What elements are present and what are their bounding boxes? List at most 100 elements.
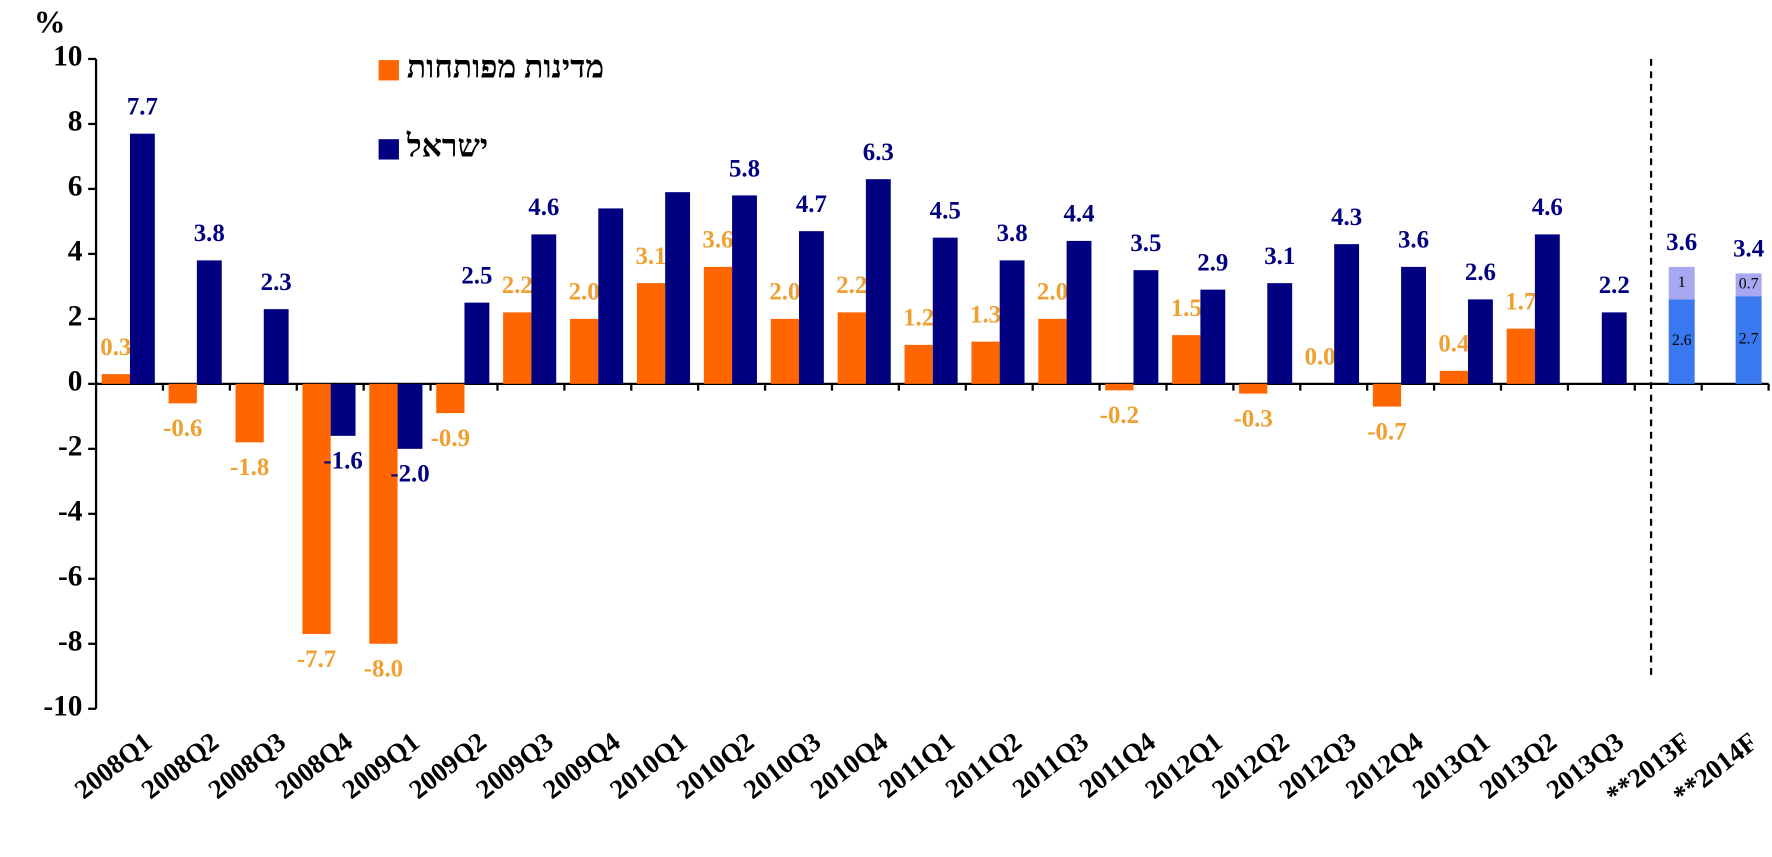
bar [665, 192, 691, 384]
data-label: 1.3 [970, 301, 1001, 328]
data-label: 2.2 [1599, 272, 1630, 299]
bar [235, 383, 264, 443]
bar [1200, 289, 1226, 384]
data-label: 3.6 [702, 227, 733, 254]
bar [1439, 370, 1469, 384]
data-label: 1.2 [903, 305, 934, 332]
bar [1133, 270, 1159, 384]
segment-label: 2.7 [1739, 331, 1759, 348]
y-tick-label: 0 [68, 366, 83, 398]
data-label: 4.4 [1063, 201, 1094, 228]
data-label: 2.3 [261, 269, 292, 296]
bar [397, 383, 423, 449]
data-label: -1.8 [230, 454, 269, 481]
bar [531, 234, 557, 384]
bar [302, 383, 331, 635]
total-label: 3.4 [1733, 235, 1764, 262]
legend-swatch [378, 139, 399, 160]
bar-segment [1735, 273, 1762, 297]
bar [1239, 383, 1268, 394]
y-tick-label: 6 [68, 171, 83, 203]
data-label: 2.0 [569, 279, 600, 306]
bar [1267, 283, 1293, 384]
y-tick-label: 10 [53, 41, 82, 73]
data-label: 1.5 [1171, 295, 1202, 322]
data-label: 4.6 [528, 194, 559, 221]
data-label: 7.7 [127, 94, 158, 121]
bar [503, 312, 532, 384]
data-label: -1.6 [323, 448, 362, 475]
legend-label: ישראל [406, 129, 488, 164]
bar [168, 383, 197, 404]
data-label: 0.3 [100, 334, 131, 361]
y-tick-label: 4 [68, 236, 83, 268]
data-label: 3.1 [636, 243, 667, 270]
data-label: -0.2 [1100, 402, 1139, 429]
bar [904, 344, 933, 384]
data-label: -8.0 [364, 656, 403, 683]
y-tick-label: -10 [43, 691, 82, 723]
bar [1334, 244, 1360, 384]
data-label: 4.6 [1532, 194, 1563, 221]
bar [129, 133, 155, 384]
bar [770, 318, 799, 384]
bar [1105, 383, 1134, 391]
bar [1468, 299, 1493, 384]
bar-segment [1668, 266, 1695, 300]
data-label: -0.7 [1367, 418, 1406, 445]
bar [464, 302, 490, 384]
total-label: 3.6 [1666, 229, 1697, 256]
legend-swatch [378, 60, 399, 81]
y-tick-label: 2 [68, 301, 83, 333]
bar [837, 312, 866, 384]
data-label: -0.6 [163, 415, 202, 442]
data-label: 4.3 [1331, 204, 1362, 231]
data-label: 3.1 [1264, 243, 1295, 270]
y-axis-label: % [34, 4, 66, 39]
bar [703, 266, 733, 384]
data-label: 2.2 [502, 272, 533, 299]
bar [101, 374, 130, 384]
data-label: 5.8 [729, 155, 760, 182]
segment-label: 1 [1678, 274, 1686, 291]
data-label: 2.0 [769, 279, 800, 306]
data-label: 2.6 [1465, 259, 1496, 286]
data-label: 2.0 [1037, 279, 1068, 306]
data-label: 2.5 [461, 262, 492, 289]
bar [932, 237, 958, 384]
bar [369, 383, 398, 644]
bar [263, 309, 289, 384]
y-tick-label: -2 [58, 431, 82, 463]
bar [1735, 296, 1762, 384]
data-label: 0.0 [1305, 344, 1336, 371]
bar [1172, 335, 1201, 384]
bar [798, 231, 824, 384]
data-label: -7.7 [297, 646, 336, 673]
bar [971, 341, 1000, 384]
data-label: 2.2 [836, 272, 867, 299]
bar [1372, 383, 1402, 407]
bar [1506, 328, 1535, 384]
bar [196, 260, 222, 384]
y-tick-label: -6 [58, 561, 82, 593]
segment-label: 2.6 [1672, 332, 1692, 349]
bar [1038, 318, 1067, 384]
data-label: 6.3 [863, 139, 894, 166]
bar [865, 179, 891, 384]
x-tick-label: 2010Q4 [805, 726, 894, 805]
x-tick-label: 2011Q2 [940, 726, 1027, 803]
segment-label: 0.7 [1739, 275, 1759, 292]
bar [330, 383, 356, 436]
y-tick-label: -4 [58, 496, 83, 528]
data-label: 0.4 [1438, 331, 1469, 358]
x-tick-label: 2011Q3 [1007, 726, 1094, 803]
data-label: 3.8 [194, 220, 225, 247]
bar [1601, 312, 1627, 384]
x-tick-label: 2011Q1 [873, 726, 960, 803]
bar [636, 283, 666, 384]
bar [570, 318, 599, 384]
data-label: 2.9 [1197, 249, 1228, 276]
bar [732, 195, 757, 384]
data-label: -2.0 [390, 461, 429, 488]
bar [1066, 240, 1092, 384]
